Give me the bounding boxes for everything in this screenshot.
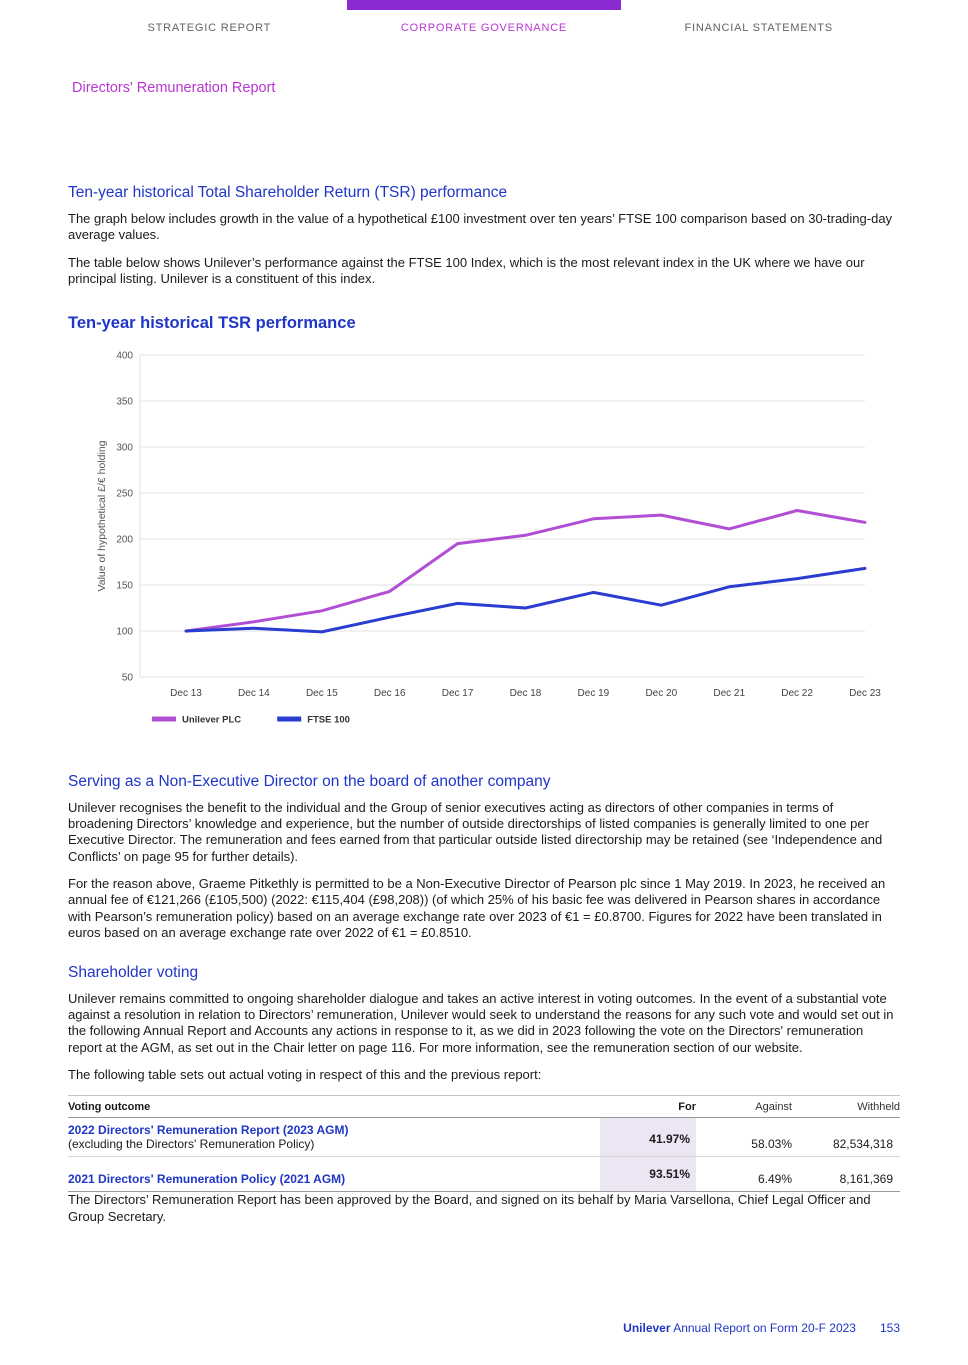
voting-table-header: Voting outcome For Against Withheld — [68, 1096, 900, 1119]
table-row: 2022 Directors' Remuneration Report (202… — [68, 1118, 900, 1158]
col-header-withheld: Withheld — [857, 1101, 900, 1114]
for-value-cell: 41.97% — [600, 1118, 696, 1157]
tab-strategic-report[interactable]: STRATEGIC REPORT — [72, 0, 347, 42]
tab-label: STRATEGIC REPORT — [147, 22, 272, 34]
closing-paragraph: The Directors’ Remuneration Report has b… — [68, 1192, 871, 1224]
against-value-cell: 6.49% — [757, 1172, 792, 1187]
section-shareholder-voting: Shareholder voting Unilever remains comm… — [68, 964, 900, 1226]
tsr-line-chart: 400 350 300 250 200 150 100 50 Value of hypothet… — [95, 343, 900, 743]
withheld-value-cell: 82,534,318 — [832, 1137, 893, 1152]
voting-table: Voting outcome For Against Withheld 2022… — [68, 1095, 900, 1193]
svg-text:Dec 17: Dec 17 — [442, 688, 474, 699]
col-header-voting-outcome: Voting outcome — [68, 1101, 151, 1114]
voting-heading: Shareholder voting — [68, 963, 199, 981]
svg-text:Dec 23: Dec 23 — [849, 688, 881, 699]
tsr-paragraph-1: The graph below includes growth in the v… — [68, 211, 893, 243]
voting-outcome-label: 2022 Directors' Remuneration Report (202… — [68, 1123, 349, 1138]
svg-text:400: 400 — [116, 350, 133, 361]
ned-paragraph-2: For the reason above, Graeme Pitkethly i… — [68, 876, 886, 941]
svg-text:Dec 20: Dec 20 — [645, 688, 677, 699]
voting-outcome-label: 2021 Directors' Remuneration Policy (202… — [68, 1172, 346, 1187]
for-value-cell: 93.51% — [600, 1157, 696, 1192]
footer-report-text: Annual Report on Form 20-F 2023 — [670, 1321, 856, 1335]
chart-title: Ten-year historical TSR performance — [68, 313, 356, 332]
tab-financial-statements[interactable]: FINANCIAL STATEMENTS — [621, 0, 896, 42]
page-footer: Unilever Annual Report on Form 20-F 2023… — [623, 1321, 900, 1335]
section-tabs: STRATEGIC REPORT CORPORATE GOVERNANCE FINA… — [72, 0, 896, 42]
svg-text:Dec 18: Dec 18 — [510, 688, 542, 699]
voting-paragraph-2: The following table sets out actual voti… — [68, 1067, 542, 1082]
svg-text:300: 300 — [116, 442, 133, 453]
svg-text:Dec 15: Dec 15 — [306, 688, 338, 699]
svg-text:100: 100 — [116, 626, 133, 637]
voting-outcome-cell: 2021 Directors' Remuneration Policy (202… — [68, 1167, 600, 1191]
tab-label: FINANCIAL STATEMENTS — [684, 22, 833, 34]
svg-text:FTSE 100: FTSE 100 — [307, 714, 350, 725]
svg-text:350: 350 — [116, 396, 133, 407]
svg-text:Dec 22: Dec 22 — [781, 688, 813, 699]
voting-table-body: 2022 Directors' Remuneration Report (202… — [68, 1118, 900, 1193]
footer-brand: Unilever — [623, 1321, 671, 1335]
withheld-value-cell: 8,161,369 — [839, 1172, 893, 1187]
tab-label: CORPORATE GOVERNANCE — [400, 22, 568, 34]
footer-report-name: Unilever Annual Report on Form 20-F 2023 — [623, 1321, 856, 1335]
chart-svg: 400 350 300 250 200 150 100 50 Value of hypothet… — [96, 350, 881, 725]
svg-text:Dec 13: Dec 13 — [170, 688, 202, 699]
svg-text:Dec 14: Dec 14 — [238, 688, 270, 699]
page-header: STRATEGIC REPORT CORPORATE GOVERNANCE FINA… — [0, 0, 968, 42]
svg-text:Unilever PLC: Unilever PLC — [182, 714, 241, 725]
ned-paragraph-1: Unilever recognises the benefit to the i… — [68, 799, 883, 864]
svg-text:Dec 19: Dec 19 — [578, 688, 610, 699]
section-non-executive-director: Serving as a Non-Executive Director on t… — [68, 773, 900, 942]
svg-text:150: 150 — [116, 580, 133, 591]
section-tsr: Ten-year historical Total Shareholder Re… — [68, 184, 900, 288]
tsr-paragraph-2: The table below shows Unilever’s perform… — [68, 254, 865, 287]
against-value-cell: 58.03% — [751, 1137, 792, 1152]
voting-paragraph-1: Unilever remains committed to ongoing sh… — [68, 990, 894, 1055]
voting-outcome-sublabel: (excluding the Directors' Remuneration P… — [68, 1137, 315, 1152]
report-title: Directors' Remuneration Report — [72, 80, 276, 96]
col-header-against: Against — [755, 1101, 792, 1114]
svg-text:250: 250 — [116, 488, 133, 499]
voting-outcome-cell: 2022 Directors' Remuneration Report (202… — [68, 1118, 600, 1156]
tab-corporate-governance[interactable]: CORPORATE GOVERNANCE — [346, 0, 622, 42]
ned-heading: Serving as a Non-Executive Director on t… — [68, 772, 551, 790]
page-content: Ten-year historical Total Shareholder Re… — [0, 184, 968, 1225]
svg-text:Value of hypothetical £/€ hold: Value of hypothetical £/€ holding — [96, 440, 108, 591]
svg-text:Dec 21: Dec 21 — [713, 688, 745, 699]
svg-text:Dec 16: Dec 16 — [374, 688, 406, 699]
svg-text:50: 50 — [122, 672, 134, 683]
tsr-heading: Ten-year historical Total Shareholder Re… — [68, 184, 508, 201]
table-row: 2021 Directors' Remuneration Policy (202… — [68, 1157, 900, 1193]
col-header-for: For — [678, 1101, 696, 1114]
svg-text:200: 200 — [116, 534, 133, 545]
page-number: 153 — [879, 1321, 900, 1335]
